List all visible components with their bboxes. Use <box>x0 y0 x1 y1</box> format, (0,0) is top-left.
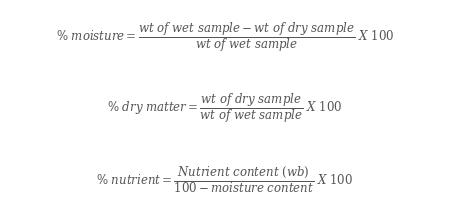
Text: $\mathit{\%\ nutrient} = \dfrac{\mathit{Nutrient\ content\ (wb)}}{\mathit{100 - : $\mathit{\%\ nutrient} = \dfrac{\mathit{… <box>96 164 354 195</box>
Text: $\mathit{\%\ moisture} = \dfrac{\mathit{wt\ of\ wet\ sample - wt\ of\ dry\ sampl: $\mathit{\%\ moisture} = \dfrac{\mathit{… <box>56 20 394 54</box>
Text: $\mathit{\%\ dry\ matter} = \dfrac{\mathit{wt\ of\ dry\ sample}}{\mathit{wt\ of\: $\mathit{\%\ dry\ matter} = \dfrac{\math… <box>108 91 342 125</box>
